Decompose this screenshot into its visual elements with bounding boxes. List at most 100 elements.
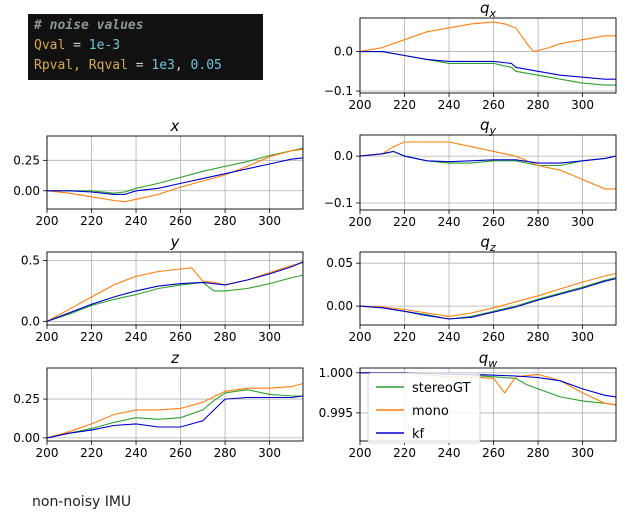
x-tick-label: 300 [258, 446, 281, 460]
y-tick-label: −0.1 [324, 196, 353, 210]
plot-frame [46, 135, 304, 210]
rval-variables: Rpval, Rqval [34, 58, 128, 73]
assign-operator: = [65, 38, 89, 53]
figure-caption: non-noisy IMU [32, 494, 132, 510]
x-tick-label: 280 [527, 215, 550, 229]
x-tick-label: 200 [349, 330, 372, 344]
subplot-z: 200 220 240 260 280 300 0.00 0.25 z [13, 349, 304, 460]
legend-label-mono: mono [412, 404, 449, 419]
y-tick-label: 0.5 [21, 254, 40, 268]
series-line-kf [46, 261, 304, 322]
series-line-stereoGT [47, 147, 304, 194]
x-tick-label: 200 [36, 214, 59, 228]
x-tick-label: 240 [125, 330, 148, 344]
x-tick-label: 240 [125, 214, 148, 228]
x-tick-label: 280 [214, 214, 237, 228]
y-tick-label: −0.1 [324, 84, 353, 98]
series-line-kf [359, 278, 617, 320]
x-tick-label: 300 [258, 330, 281, 344]
qval-variable: Qval [34, 38, 66, 53]
x-tick-label: 240 [438, 446, 461, 460]
subplot-title: z [170, 349, 180, 367]
x-tick-label: 220 [80, 330, 103, 344]
comma-separator: , [174, 58, 191, 73]
subplot-title: qy [480, 116, 497, 137]
series-line-mono [359, 21, 616, 53]
x-tick-label: 300 [571, 446, 594, 460]
series-line-mono [359, 141, 616, 190]
x-tick-label: 200 [36, 446, 59, 460]
series-line-mono [46, 262, 304, 322]
subplot-title: qw [479, 349, 498, 370]
x-tick-label: 280 [527, 98, 550, 112]
x-tick-label: 220 [393, 330, 416, 344]
series-line-stereoGT [46, 274, 304, 322]
x-tick-label: 240 [438, 330, 461, 344]
y-tick-label: 0.05 [326, 256, 353, 270]
subplot-qy: 200 220 240 260 280 300 0.0 −0.1 qy [324, 116, 617, 229]
rpval-value: 1e3 [151, 58, 175, 73]
x-tick-label: 260 [482, 446, 505, 460]
series-line-kf [360, 51, 616, 80]
subplot-title: x [170, 117, 180, 135]
x-tick-label: 300 [258, 214, 281, 228]
x-tick-label: 240 [438, 215, 461, 229]
subplot-qw: 200 220 240 260 280 300 1.000 0.995 qw stereoGT mo… [319, 349, 617, 460]
y-tick-label: 0.995 [319, 406, 353, 420]
x-tick-label: 200 [349, 215, 372, 229]
plot-frame [359, 17, 617, 94]
legend-label-stereoGT: stereoGT [412, 381, 470, 396]
legend-label-kf: kf [412, 427, 425, 442]
subplot-x: 200 220 240 260 280 300 0.00 0.25 x [13, 117, 304, 228]
legend-box [367, 372, 481, 444]
subplot-qx: 200 220 240 260 280 300 0.0 −0.1 qx [324, 0, 617, 112]
series-line-stereoGT [46, 389, 303, 439]
series-line-mono [46, 148, 304, 203]
x-tick-label: 240 [438, 98, 461, 112]
subplot-qz: 200 220 240 260 280 300 0.00 0.05 qz [326, 233, 617, 344]
code-snippet: # noise values Qval = 1e-3 Rpval, Rqval … [28, 14, 263, 80]
y-tick-label: 0.00 [326, 299, 353, 313]
y-tick-label: 0.0 [21, 314, 40, 328]
x-tick-label: 220 [80, 214, 103, 228]
x-tick-label: 260 [482, 215, 505, 229]
x-tick-label: 280 [214, 446, 237, 460]
x-tick-label: 260 [169, 446, 192, 460]
y-tick-label: 0.0 [334, 45, 353, 59]
series-line-kf [359, 150, 617, 164]
x-tick-label: 300 [571, 330, 594, 344]
series-line-stereoGT [360, 51, 616, 86]
y-tick-label: 0.00 [13, 184, 40, 198]
plot-frame [46, 367, 304, 442]
y-tick-label: 1.000 [319, 366, 353, 380]
plot-frame [359, 251, 617, 326]
x-tick-label: 280 [214, 330, 237, 344]
x-tick-label: 280 [527, 330, 550, 344]
plot-frame [46, 251, 304, 326]
x-tick-label: 200 [349, 98, 372, 112]
x-tick-label: 220 [393, 215, 416, 229]
x-tick-label: 220 [80, 446, 103, 460]
plot-frame [359, 134, 617, 211]
series-line-mono [46, 382, 304, 439]
x-tick-label: 260 [482, 330, 505, 344]
x-tick-label: 300 [571, 215, 594, 229]
x-tick-label: 220 [393, 446, 416, 460]
x-tick-label: 260 [169, 330, 192, 344]
y-tick-label: 0.0 [334, 149, 353, 163]
series-line-mono [359, 272, 617, 317]
y-tick-label: 0.00 [13, 431, 40, 445]
series-line-kf [47, 157, 304, 195]
qval-value: 1e-3 [88, 38, 121, 53]
x-tick-label: 220 [393, 98, 416, 112]
subplot-y: 200 220 240 260 280 300 0.0 0.5 y [21, 233, 304, 344]
x-tick-label: 240 [125, 446, 148, 460]
assign-operator: = [127, 58, 152, 73]
x-tick-label: 260 [169, 214, 192, 228]
x-tick-label: 300 [571, 98, 594, 112]
subplot-title: qx [480, 0, 497, 20]
x-tick-label: 260 [482, 98, 505, 112]
subplot-title: qz [480, 233, 496, 254]
code-comment: # noise values [34, 18, 144, 33]
